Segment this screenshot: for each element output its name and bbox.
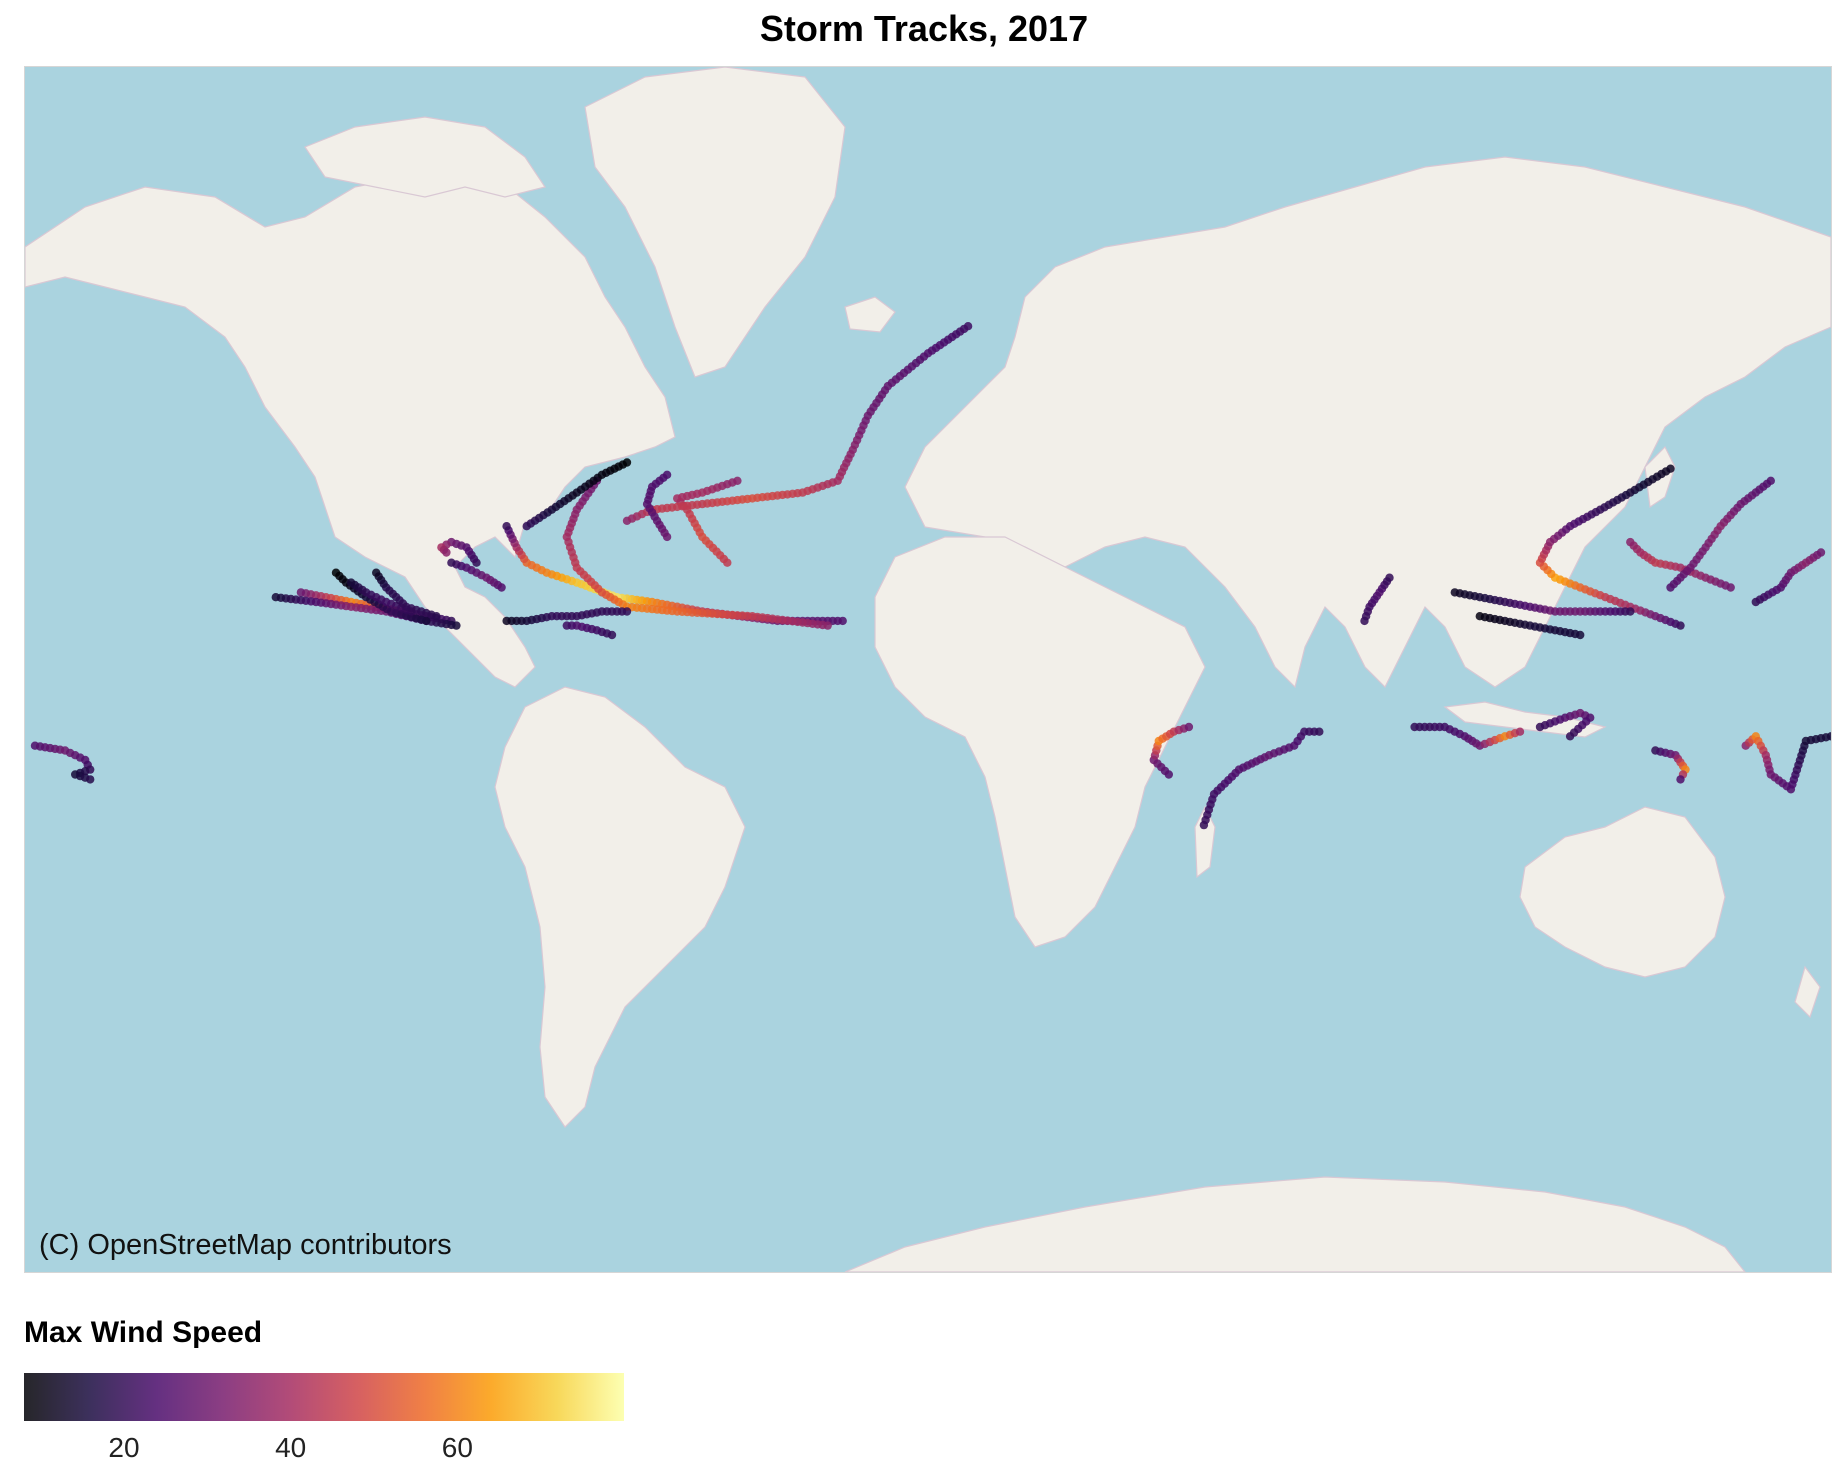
storm-track-point — [1515, 727, 1525, 736]
land-canadian-arctic — [304, 116, 546, 198]
storm-track-point — [1816, 548, 1826, 557]
land-africa — [874, 536, 1206, 948]
storm-track-point — [1475, 612, 1485, 621]
map-title: Storm Tracks, 2017 — [759, 8, 1089, 49]
storm-track-point — [447, 558, 456, 567]
land-new-zealand — [1794, 965, 1821, 1019]
colorbar-legend: Max Wind Speed 20 40 60 — [24, 1316, 624, 1463]
storm-track-point — [502, 616, 511, 626]
storm-track-point — [622, 458, 632, 467]
storm-track-point — [271, 593, 280, 602]
storm-track-point — [1565, 732, 1575, 741]
storm-track-point — [296, 588, 306, 597]
land-iceland — [844, 296, 896, 333]
storm-track-point — [733, 476, 742, 485]
storm-track-point — [1766, 476, 1776, 485]
storm-track-point — [331, 568, 341, 577]
storm-track-point — [372, 568, 381, 577]
storm-track-point — [562, 621, 571, 630]
colorbar-tick-label: 40 — [275, 1432, 307, 1463]
map-attribution: (C) OpenStreetMap contributors — [35, 1229, 456, 1262]
landmasses — [25, 67, 1831, 1272]
storm-track-point — [963, 322, 973, 331]
map-canvas[interactable] — [25, 67, 1831, 1272]
land-australia — [1519, 806, 1726, 978]
storm-track-point — [1676, 775, 1685, 784]
land-south-america — [494, 686, 746, 1128]
storm-track-point — [662, 470, 672, 479]
storm-track-point — [502, 522, 511, 531]
storm-track-point — [86, 775, 95, 784]
colorbar-tick-label: 60 — [441, 1432, 473, 1463]
legend-title: Max Wind Speed — [24, 1316, 263, 1349]
colorbar — [24, 1373, 624, 1421]
storm-track-point — [1626, 537, 1635, 547]
storm-track-point — [346, 578, 356, 587]
storm-track-point — [1666, 464, 1675, 473]
map-frame[interactable]: (C) OpenStreetMap contributors — [24, 66, 1832, 1273]
land-indonesia — [1443, 701, 1607, 738]
storm-track-point — [1826, 732, 1831, 741]
storm-track-point — [442, 548, 451, 557]
storm-track-point — [1450, 588, 1460, 597]
land-greenland — [584, 67, 846, 378]
storm-track-point — [1385, 573, 1394, 582]
storm-track-point — [1184, 722, 1194, 732]
storm-tracks — [30, 322, 1831, 830]
colorbar-tick-label: 20 — [108, 1432, 140, 1463]
storm-track-point — [1315, 727, 1324, 736]
colorbar-gradient — [24, 1373, 624, 1421]
land-antarctica — [844, 1176, 1746, 1272]
